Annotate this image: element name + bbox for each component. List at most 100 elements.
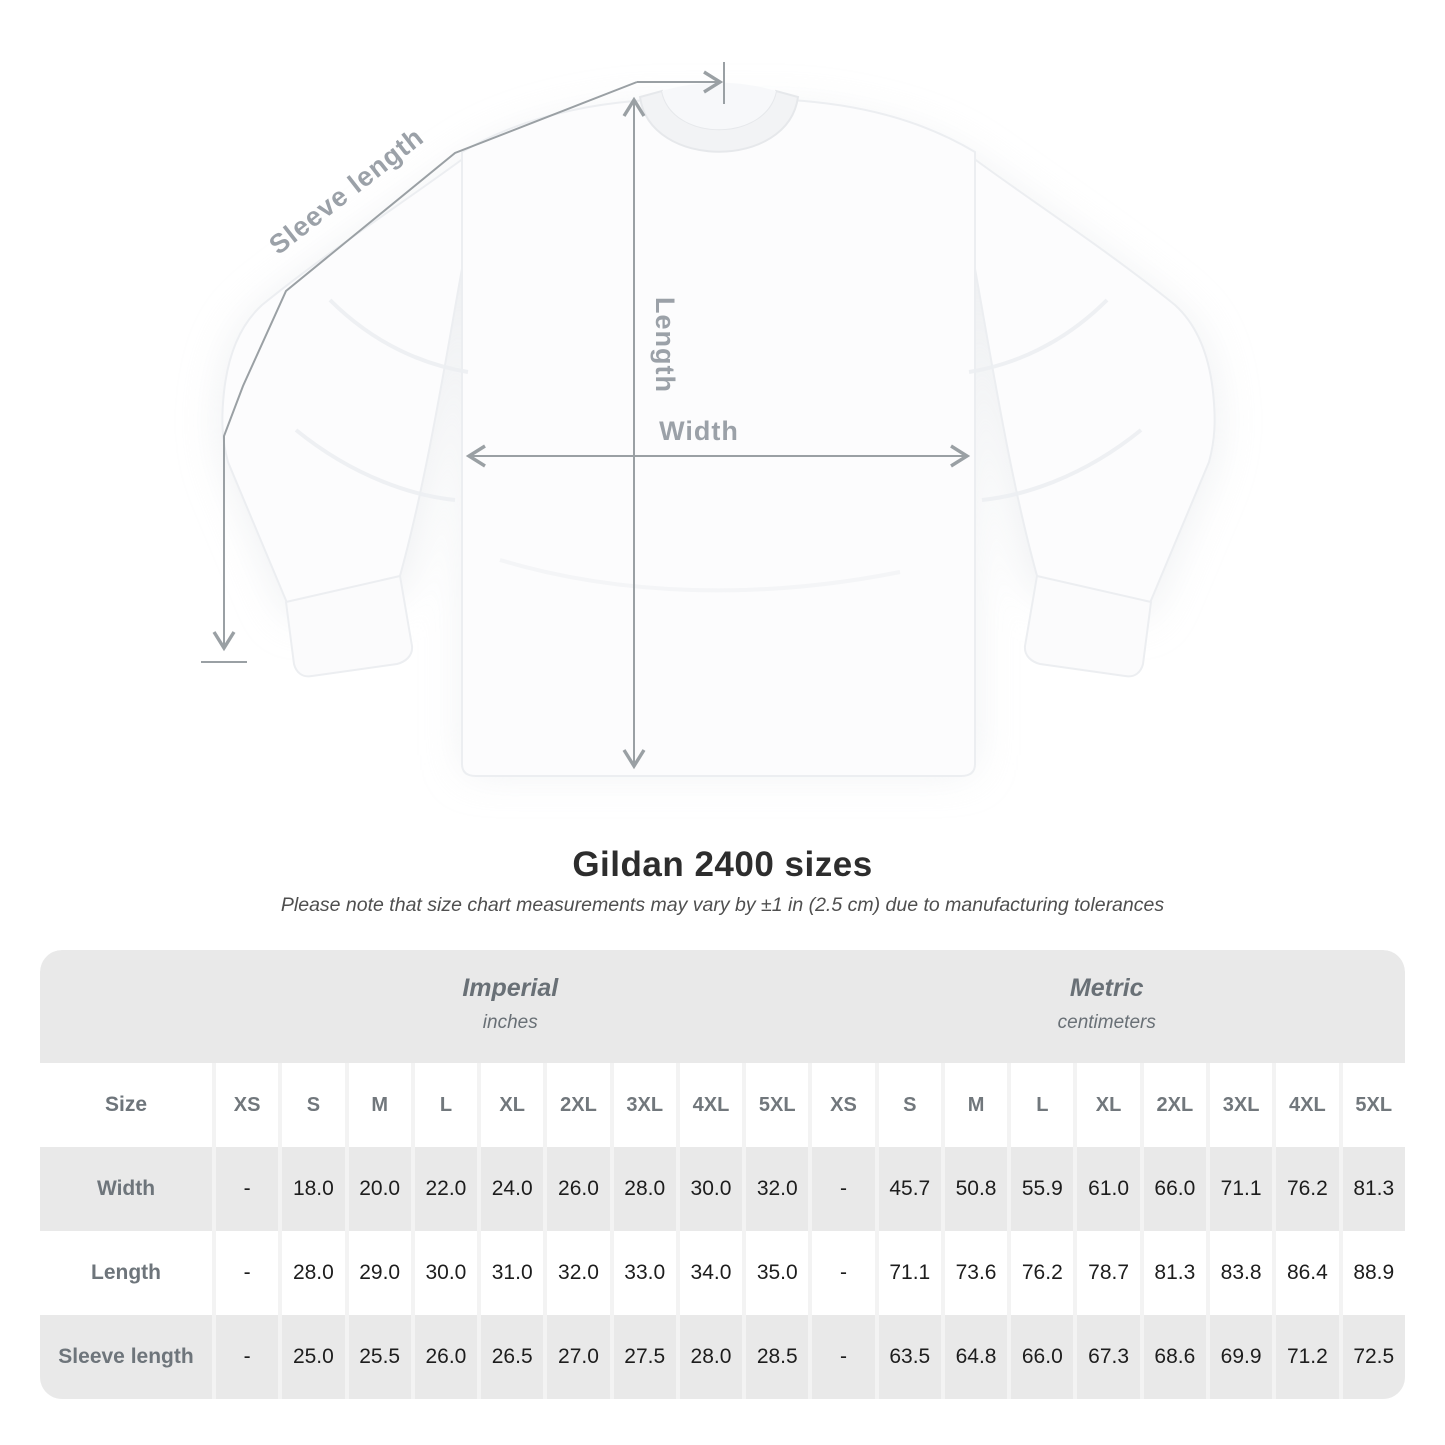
sleeve-length-imperial-m: 25.5 <box>348 1315 411 1399</box>
size-header-metric-2xl: 2XL <box>1143 1063 1206 1147</box>
width-metric-xs: - <box>812 1147 875 1231</box>
width-metric-s: 45.7 <box>878 1147 941 1231</box>
size-header-metric-3xl: 3XL <box>1209 1063 1273 1147</box>
unit-header-band: Imperial inches Metric centimeters <box>40 950 1405 1063</box>
length-metric-5xl: 88.9 <box>1342 1231 1405 1315</box>
length-imperial-s: 28.0 <box>282 1231 345 1315</box>
sleeve-length-imperial-xs: - <box>216 1315 279 1399</box>
width-metric-xl: 61.0 <box>1077 1147 1140 1231</box>
length-metric-m: 73.6 <box>944 1231 1008 1315</box>
size-header-imperial-3xl: 3XL <box>613 1063 676 1147</box>
width-imperial-l: 22.0 <box>414 1147 478 1231</box>
length-imperial-2xl: 32.0 <box>547 1231 610 1315</box>
length-imperial-xl: 31.0 <box>481 1231 544 1315</box>
length-imperial-xs: - <box>216 1231 279 1315</box>
length-imperial-3xl: 33.0 <box>613 1231 676 1315</box>
size-header-row: Size XS S M L XL 2XL 3XL 4XL 5XL XS S M L XL 2XL 3XL 4XL 5… <box>40 1063 1405 1147</box>
metric-unit: centimeters <box>1057 1012 1156 1033</box>
width-imperial-xs: - <box>216 1147 279 1231</box>
right-cuff <box>1023 575 1152 678</box>
width-metric-5xl: 81.3 <box>1342 1147 1405 1231</box>
size-header-metric-xs: XS <box>812 1063 875 1147</box>
size-column-header: Size <box>40 1063 212 1147</box>
sleeve-length-arrow <box>201 62 725 663</box>
sleeve-length-imperial-xl: 26.5 <box>481 1315 544 1399</box>
size-header-metric-l: L <box>1011 1063 1074 1147</box>
sleeve-length-metric-4xl: 71.2 <box>1276 1315 1339 1399</box>
sleeve-length-imperial-s: 25.0 <box>282 1315 345 1399</box>
length-row-label: Length <box>40 1231 212 1315</box>
size-header-metric-5xl: 5XL <box>1342 1063 1405 1147</box>
sleeve-length-metric-xl: 67.3 <box>1077 1315 1140 1399</box>
imperial-title: Imperial <box>462 974 559 1002</box>
width-metric-4xl: 76.2 <box>1276 1147 1339 1231</box>
sleeve-length-metric-2xl: 68.6 <box>1143 1315 1206 1399</box>
length-metric-s: 71.1 <box>878 1231 941 1315</box>
metric-group-header: Metric centimeters <box>809 950 1406 1034</box>
width-imperial-5xl: 32.0 <box>746 1147 809 1231</box>
size-table: Imperial inches Metric centimeters Size X… <box>40 950 1405 1399</box>
width-imperial-xl: 24.0 <box>481 1147 544 1231</box>
collar-opening <box>662 82 776 130</box>
sleeve-length-metric-l: 66.0 <box>1011 1315 1074 1399</box>
shirt-body <box>461 99 976 777</box>
size-header-imperial-xl: XL <box>481 1063 544 1147</box>
size-header-imperial-m: M <box>348 1063 411 1147</box>
length-row: Length -28.0 29.0 30.0 31.0 32.0 33.0 34.0 35.0-… <box>40 1231 1405 1315</box>
sleeve-length-row-label: Sleeve length <box>40 1315 212 1399</box>
sleeve-length-metric-3xl: 69.9 <box>1209 1315 1273 1399</box>
size-header-imperial-4xl: 4XL <box>679 1063 743 1147</box>
sleeve-length-imperial-5xl: 28.5 <box>746 1315 809 1399</box>
sleeve-length-imperial-2xl: 27.0 <box>547 1315 610 1399</box>
length-metric-2xl: 81.3 <box>1143 1231 1206 1315</box>
width-metric-l: 55.9 <box>1011 1147 1074 1231</box>
width-row: Width -18.0 20.0 22.0 24.0 26.0 28.0 30.0 32.0-4… <box>40 1147 1405 1231</box>
width-imperial-4xl: 30.0 <box>679 1147 743 1231</box>
length-label: Length <box>650 297 680 393</box>
shirt-diagram: Sleeve length Length Width <box>201 62 1216 777</box>
size-header-imperial-2xl: 2XL <box>547 1063 610 1147</box>
sleeve-length-metric-xs: - <box>812 1315 875 1399</box>
page-title: Gildan 2400 sizes <box>572 845 873 884</box>
size-header-metric-4xl: 4XL <box>1276 1063 1339 1147</box>
metric-title: Metric <box>1069 974 1144 1002</box>
sleeve-length-imperial-l: 26.0 <box>414 1315 478 1399</box>
length-imperial-l: 30.0 <box>414 1231 478 1315</box>
size-header-imperial-5xl: 5XL <box>746 1063 809 1147</box>
size-header-metric-s: S <box>878 1063 941 1147</box>
width-imperial-m: 20.0 <box>348 1147 411 1231</box>
width-metric-3xl: 71.1 <box>1209 1147 1273 1231</box>
length-imperial-5xl: 35.0 <box>746 1231 809 1315</box>
width-imperial-2xl: 26.0 <box>547 1147 610 1231</box>
length-metric-xl: 78.7 <box>1077 1231 1140 1315</box>
width-metric-2xl: 66.0 <box>1143 1147 1206 1231</box>
page-subtitle: Please note that size chart measurements… <box>280 894 1165 916</box>
imperial-unit: inches <box>482 1012 538 1033</box>
size-header-imperial-xs: XS <box>216 1063 279 1147</box>
imperial-group-header: Imperial inches <box>212 950 809 1034</box>
width-row-label: Width <box>40 1147 212 1231</box>
sleeve-length-metric-m: 64.8 <box>944 1315 1008 1399</box>
sleeve-length-imperial-3xl: 27.5 <box>613 1315 676 1399</box>
size-header-metric-m: M <box>944 1063 1008 1147</box>
left-cuff <box>285 575 414 678</box>
length-metric-l: 76.2 <box>1011 1231 1074 1315</box>
width-imperial-s: 18.0 <box>282 1147 345 1231</box>
size-header-imperial-l: L <box>414 1063 478 1147</box>
length-metric-xs: - <box>812 1231 875 1315</box>
sleeve-length-row: Sleeve length -25.0 25.5 26.0 26.5 27.0 27.5 28… <box>40 1315 1405 1399</box>
length-imperial-4xl: 34.0 <box>679 1231 743 1315</box>
length-imperial-m: 29.0 <box>348 1231 411 1315</box>
size-header-imperial-s: S <box>282 1063 345 1147</box>
length-metric-3xl: 83.8 <box>1209 1231 1273 1315</box>
sleeve-length-metric-s: 63.5 <box>878 1315 941 1399</box>
size-grid: Size XS S M L XL 2XL 3XL 4XL 5XL XS S M L XL 2XL 3XL 4XL 5… <box>40 1063 1405 1399</box>
sleeve-length-imperial-4xl: 28.0 <box>679 1315 743 1399</box>
width-label: Width <box>659 416 739 446</box>
sleeve-length-metric-5xl: 72.5 <box>1342 1315 1405 1399</box>
length-metric-4xl: 86.4 <box>1276 1231 1339 1315</box>
width-metric-m: 50.8 <box>944 1147 1008 1231</box>
width-imperial-3xl: 28.0 <box>613 1147 676 1231</box>
fabric-creases <box>294 298 1143 593</box>
